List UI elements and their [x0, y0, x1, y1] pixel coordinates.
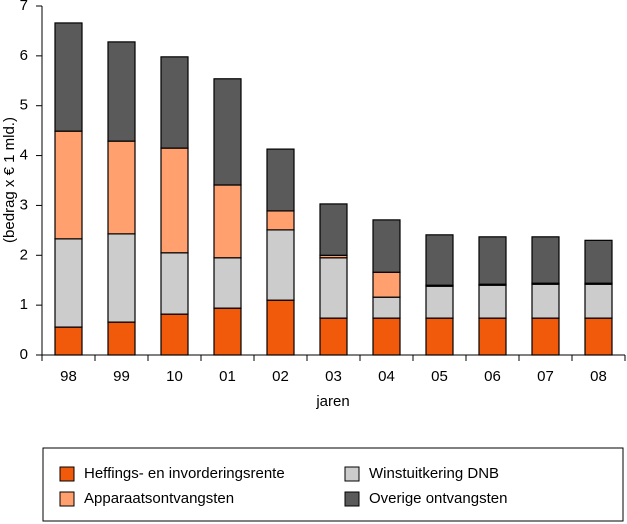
bar-segment	[425, 285, 454, 319]
bar-segment	[160, 147, 189, 254]
bar-segment	[319, 317, 348, 356]
bar-segment	[584, 239, 613, 284]
bar-segment	[425, 234, 454, 286]
y-axis-label: (bedrag x € 1 mld.)	[1, 117, 18, 243]
y-tick-label: 0	[20, 346, 28, 363]
legend-label: Winstuitkering DNB	[369, 465, 499, 482]
bar-segment	[160, 313, 189, 356]
y-tick-label: 6	[20, 47, 28, 64]
legend-swatch	[344, 466, 360, 482]
bar-segment	[478, 236, 507, 285]
bar-segment	[54, 22, 83, 132]
x-tick-label: 02	[272, 368, 289, 385]
bar-segment	[319, 203, 348, 256]
bar-segment	[266, 148, 295, 212]
y-tick-label: 5	[20, 97, 28, 114]
legend-swatch	[59, 491, 75, 507]
x-tick-label: 04	[378, 368, 395, 385]
bar-segment	[54, 238, 83, 328]
bar-segment	[213, 307, 242, 356]
x-tick-label: 08	[590, 368, 607, 385]
bar-segment	[107, 321, 136, 356]
bar-segment	[531, 317, 560, 356]
bar-segment	[372, 317, 401, 356]
legend-box	[42, 447, 624, 522]
bar-segment	[584, 283, 613, 319]
bar-segment	[266, 299, 295, 356]
legend-swatch	[59, 466, 75, 482]
bar-segment	[213, 78, 242, 186]
legend-swatch	[344, 491, 360, 507]
bar-segment	[107, 41, 136, 142]
bar-segment	[266, 210, 295, 231]
x-tick-label: 07	[537, 368, 554, 385]
x-tick-label: 01	[219, 368, 236, 385]
x-tick-label: 06	[484, 368, 501, 385]
legend-label: Heffings- en invorderingsrente	[84, 465, 285, 482]
y-tick-label: 2	[20, 246, 28, 263]
bar-segment	[213, 184, 242, 259]
bar-segment	[372, 219, 401, 273]
y-tick-label: 3	[20, 196, 28, 213]
bar-segment	[425, 317, 454, 356]
bar-segment	[107, 233, 136, 323]
bar-segment	[319, 257, 348, 319]
x-tick-label: 03	[325, 368, 342, 385]
y-tick-label: 7	[20, 0, 28, 14]
bar-segment	[531, 283, 560, 319]
bar-segment	[54, 130, 83, 240]
bar-segment	[478, 317, 507, 356]
bar-segment	[531, 236, 560, 284]
x-tick-label: 10	[166, 368, 183, 385]
y-tick-label: 1	[20, 296, 28, 313]
bar-segment	[213, 257, 242, 309]
bar-segment	[372, 271, 401, 298]
bar-segment	[160, 56, 189, 149]
bar-segment	[54, 326, 83, 356]
legend-label: Apparaatsontvangsten	[84, 490, 234, 507]
x-axis-label: jaren	[315, 393, 349, 410]
bar-segment	[107, 140, 136, 235]
bar-segment	[584, 317, 613, 356]
bar-segment	[372, 296, 401, 319]
x-tick-label: 05	[431, 368, 448, 385]
x-tick-label: 99	[113, 368, 130, 385]
x-tick-label: 98	[60, 368, 77, 385]
bar-segment	[478, 284, 507, 319]
legend-label: Overige ontvangsten	[369, 490, 507, 507]
bar-segment	[160, 252, 189, 315]
bar-segment	[266, 229, 295, 301]
y-tick-label: 4	[20, 147, 28, 164]
